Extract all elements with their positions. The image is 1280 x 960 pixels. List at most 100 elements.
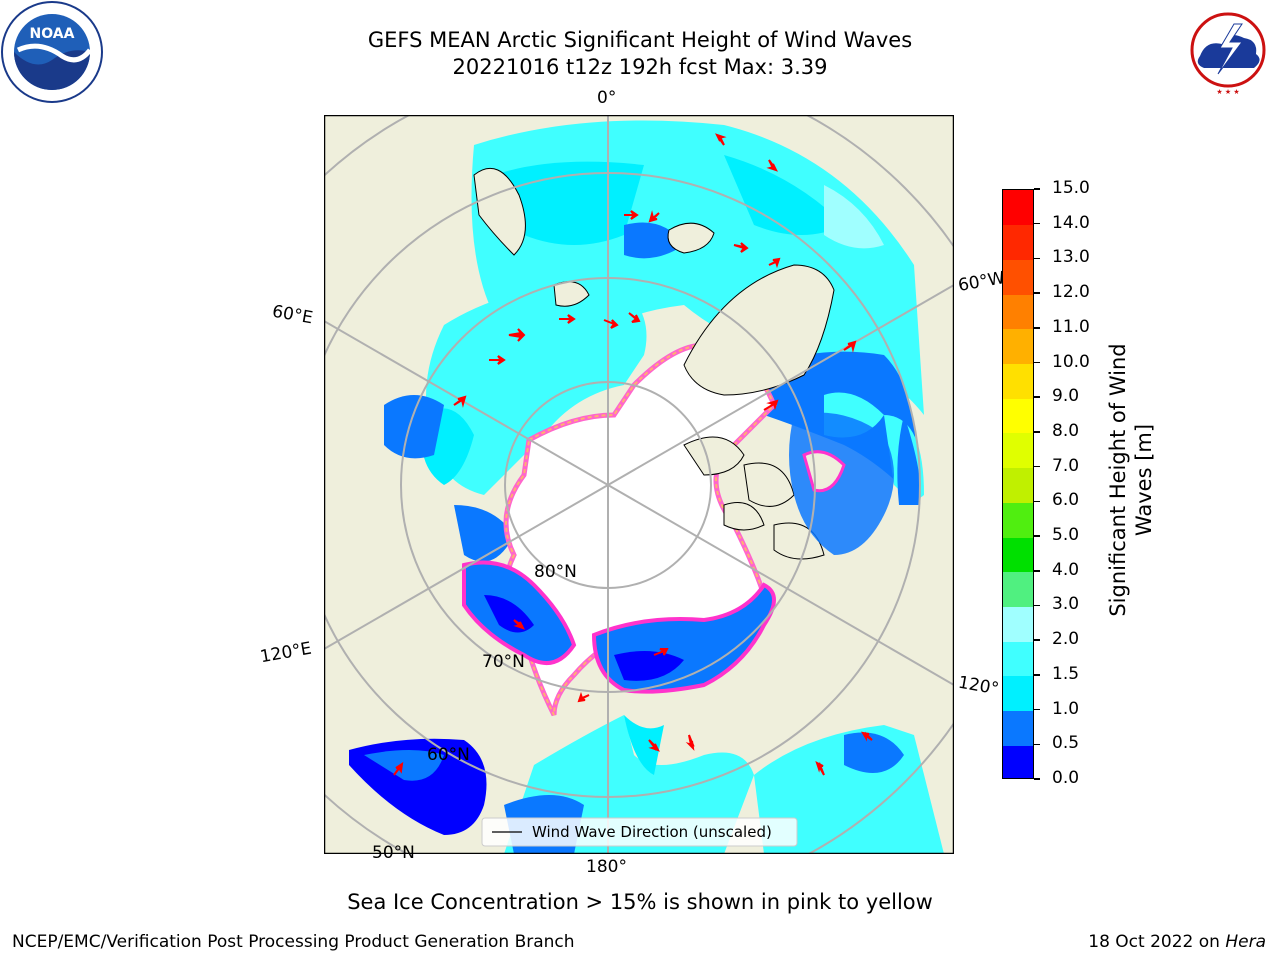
chart-title: GEFS MEAN Arctic Significant Height of W…	[367, 28, 913, 52]
colorbar-tick-mark	[1034, 639, 1040, 641]
footer-host: Hera	[1225, 932, 1266, 952]
colorbar-segment	[1003, 606, 1033, 642]
colorbar-segment	[1003, 398, 1033, 434]
ocean-barents	[426, 286, 647, 495]
colorbar-segment	[1003, 537, 1033, 573]
label-meridian-120e: 120°E	[258, 638, 314, 668]
colorbar-tick-mark	[1034, 396, 1040, 398]
noaa-logo-text: NOAA	[30, 26, 75, 42]
svg-text:★ ★ ★: ★ ★ ★	[1216, 88, 1239, 96]
footer-left: NCEP/EMC/Verification Post Processing Pr…	[12, 932, 575, 952]
colorbar-tick-label: 4.0	[1052, 559, 1080, 580]
wave-arrow	[648, 739, 660, 752]
label-meridian-60w: 60°W	[956, 268, 1007, 296]
wave-arrow	[715, 133, 727, 146]
label-meridian-120w: 120°	[956, 672, 1001, 700]
arctic-map: Wind Wave Direction (unscaled)	[324, 115, 954, 854]
wave-arrow	[508, 328, 526, 342]
label-meridian-180: 180°	[586, 857, 627, 877]
colorbar-segment	[1003, 502, 1033, 538]
map-legend: Wind Wave Direction (unscaled)	[481, 817, 798, 847]
colorbar-tick-mark	[1034, 708, 1040, 711]
colorbar-tick-label: 0.5	[1052, 733, 1080, 754]
wave-arrow	[648, 210, 660, 223]
footer-date: 18 Oct 2022 on	[1088, 932, 1226, 952]
ice-note: Sea Ice Concentration > 15% is shown in …	[347, 890, 933, 914]
label-parallel-60n: 60°N	[427, 745, 470, 765]
colorbar-tick-label: 15.0	[1052, 178, 1090, 198]
colorbar-tick-mark	[1034, 292, 1040, 294]
colorbar-segment	[1003, 328, 1033, 365]
wave-arrow	[763, 399, 779, 411]
wave-arrow	[603, 319, 619, 329]
colorbar-tick-label: 7.0	[1052, 455, 1080, 476]
colorbar-tick-label: 11.0	[1052, 316, 1090, 337]
nws-logo: ★ ★ ★	[1180, 2, 1276, 98]
label-parallel-70n: 70°N	[482, 652, 525, 672]
colorbar-tick-label: 13.0	[1052, 247, 1090, 268]
wave-arrow	[843, 340, 857, 353]
canadian-archipelago	[683, 436, 825, 560]
colorbar-segment	[1003, 467, 1033, 503]
colorbar-label-line2: Waves [m]	[1132, 423, 1156, 537]
colorbar-segment	[1003, 710, 1033, 746]
wave-arrow	[453, 395, 467, 408]
colorbar-segment	[1003, 259, 1033, 295]
label-meridian-0: 0°	[597, 88, 617, 108]
label-parallel-80n: 80°N	[534, 562, 577, 582]
colorbar-tick-label: 1.0	[1052, 698, 1080, 719]
colorbar-tick-mark	[1034, 222, 1040, 225]
colorbar-tick-mark	[1034, 257, 1040, 260]
wind-wave-arrows	[393, 133, 873, 776]
wave-arrow	[513, 619, 525, 630]
wave-arrow	[624, 210, 639, 220]
wave-arrow	[766, 159, 778, 172]
colorbar-tick-mark	[1034, 327, 1040, 329]
colorbar-tick-mark	[1034, 535, 1040, 537]
colorbar-segment	[1003, 641, 1033, 677]
colorbar-segment	[1003, 675, 1033, 712]
colorbar-tick-mark	[1034, 500, 1040, 503]
footer-right: 18 Oct 2022 on Hera	[1088, 932, 1266, 952]
wave-arrow	[559, 314, 576, 324]
legend-label: Wind Wave Direction (unscaled)	[532, 823, 772, 841]
wave-arrow	[577, 691, 590, 703]
wave-arrow	[861, 731, 873, 742]
colorbar-tick-label: 8.0	[1052, 420, 1080, 441]
colorbar-segment	[1003, 190, 1033, 226]
label-parallel-50n: 50°N	[372, 843, 415, 863]
colorbar-segment	[1003, 571, 1033, 607]
colorbar-tick-mark	[1034, 674, 1040, 676]
colorbar-tick-mark	[1034, 778, 1040, 780]
colorbar-tick-mark	[1034, 743, 1040, 746]
colorbar-tick-label: 10.0	[1052, 351, 1090, 372]
chart-subtitle: 20221016 t12z 192h fcst Max: 3.39	[452, 55, 828, 79]
map-frame	[324, 115, 954, 854]
noaa-logo: NOAA	[1, 1, 103, 103]
colorbar-label-line1: Significant Height of Wind	[1106, 343, 1130, 617]
wave-arrow	[768, 257, 781, 269]
colorbar-tick-mark	[1034, 188, 1040, 190]
colorbar-segment	[1003, 294, 1033, 330]
colorbar-segment	[1003, 363, 1033, 399]
wave-arrow	[628, 312, 641, 323]
colorbar-tick-mark	[1034, 361, 1040, 364]
wave-arrow	[733, 242, 749, 253]
colorbar-segment	[1003, 432, 1033, 469]
colorbar-tick-mark	[1034, 570, 1040, 572]
wave-arrow	[653, 648, 669, 656]
colorbar-tick-label: 0.0	[1052, 768, 1080, 788]
colorbar-tick-mark	[1034, 604, 1040, 607]
colorbar-tick-label: 9.0	[1052, 386, 1080, 407]
colorbar-tick-label: 1.5	[1052, 663, 1080, 684]
wave-arrow	[815, 761, 825, 776]
colorbar-tick-mark	[1034, 465, 1040, 468]
colorbar-tick-label: 12.0	[1052, 282, 1090, 303]
wave-arrow	[393, 761, 404, 776]
colorbar-tick-mark	[1034, 431, 1040, 433]
colorbar-tick-label: 6.0	[1052, 490, 1080, 511]
greenland	[683, 264, 835, 396]
graticule	[324, 115, 954, 854]
colorbar-tick-label: 5.0	[1052, 525, 1080, 546]
colorbar-segment	[1003, 745, 1033, 778]
